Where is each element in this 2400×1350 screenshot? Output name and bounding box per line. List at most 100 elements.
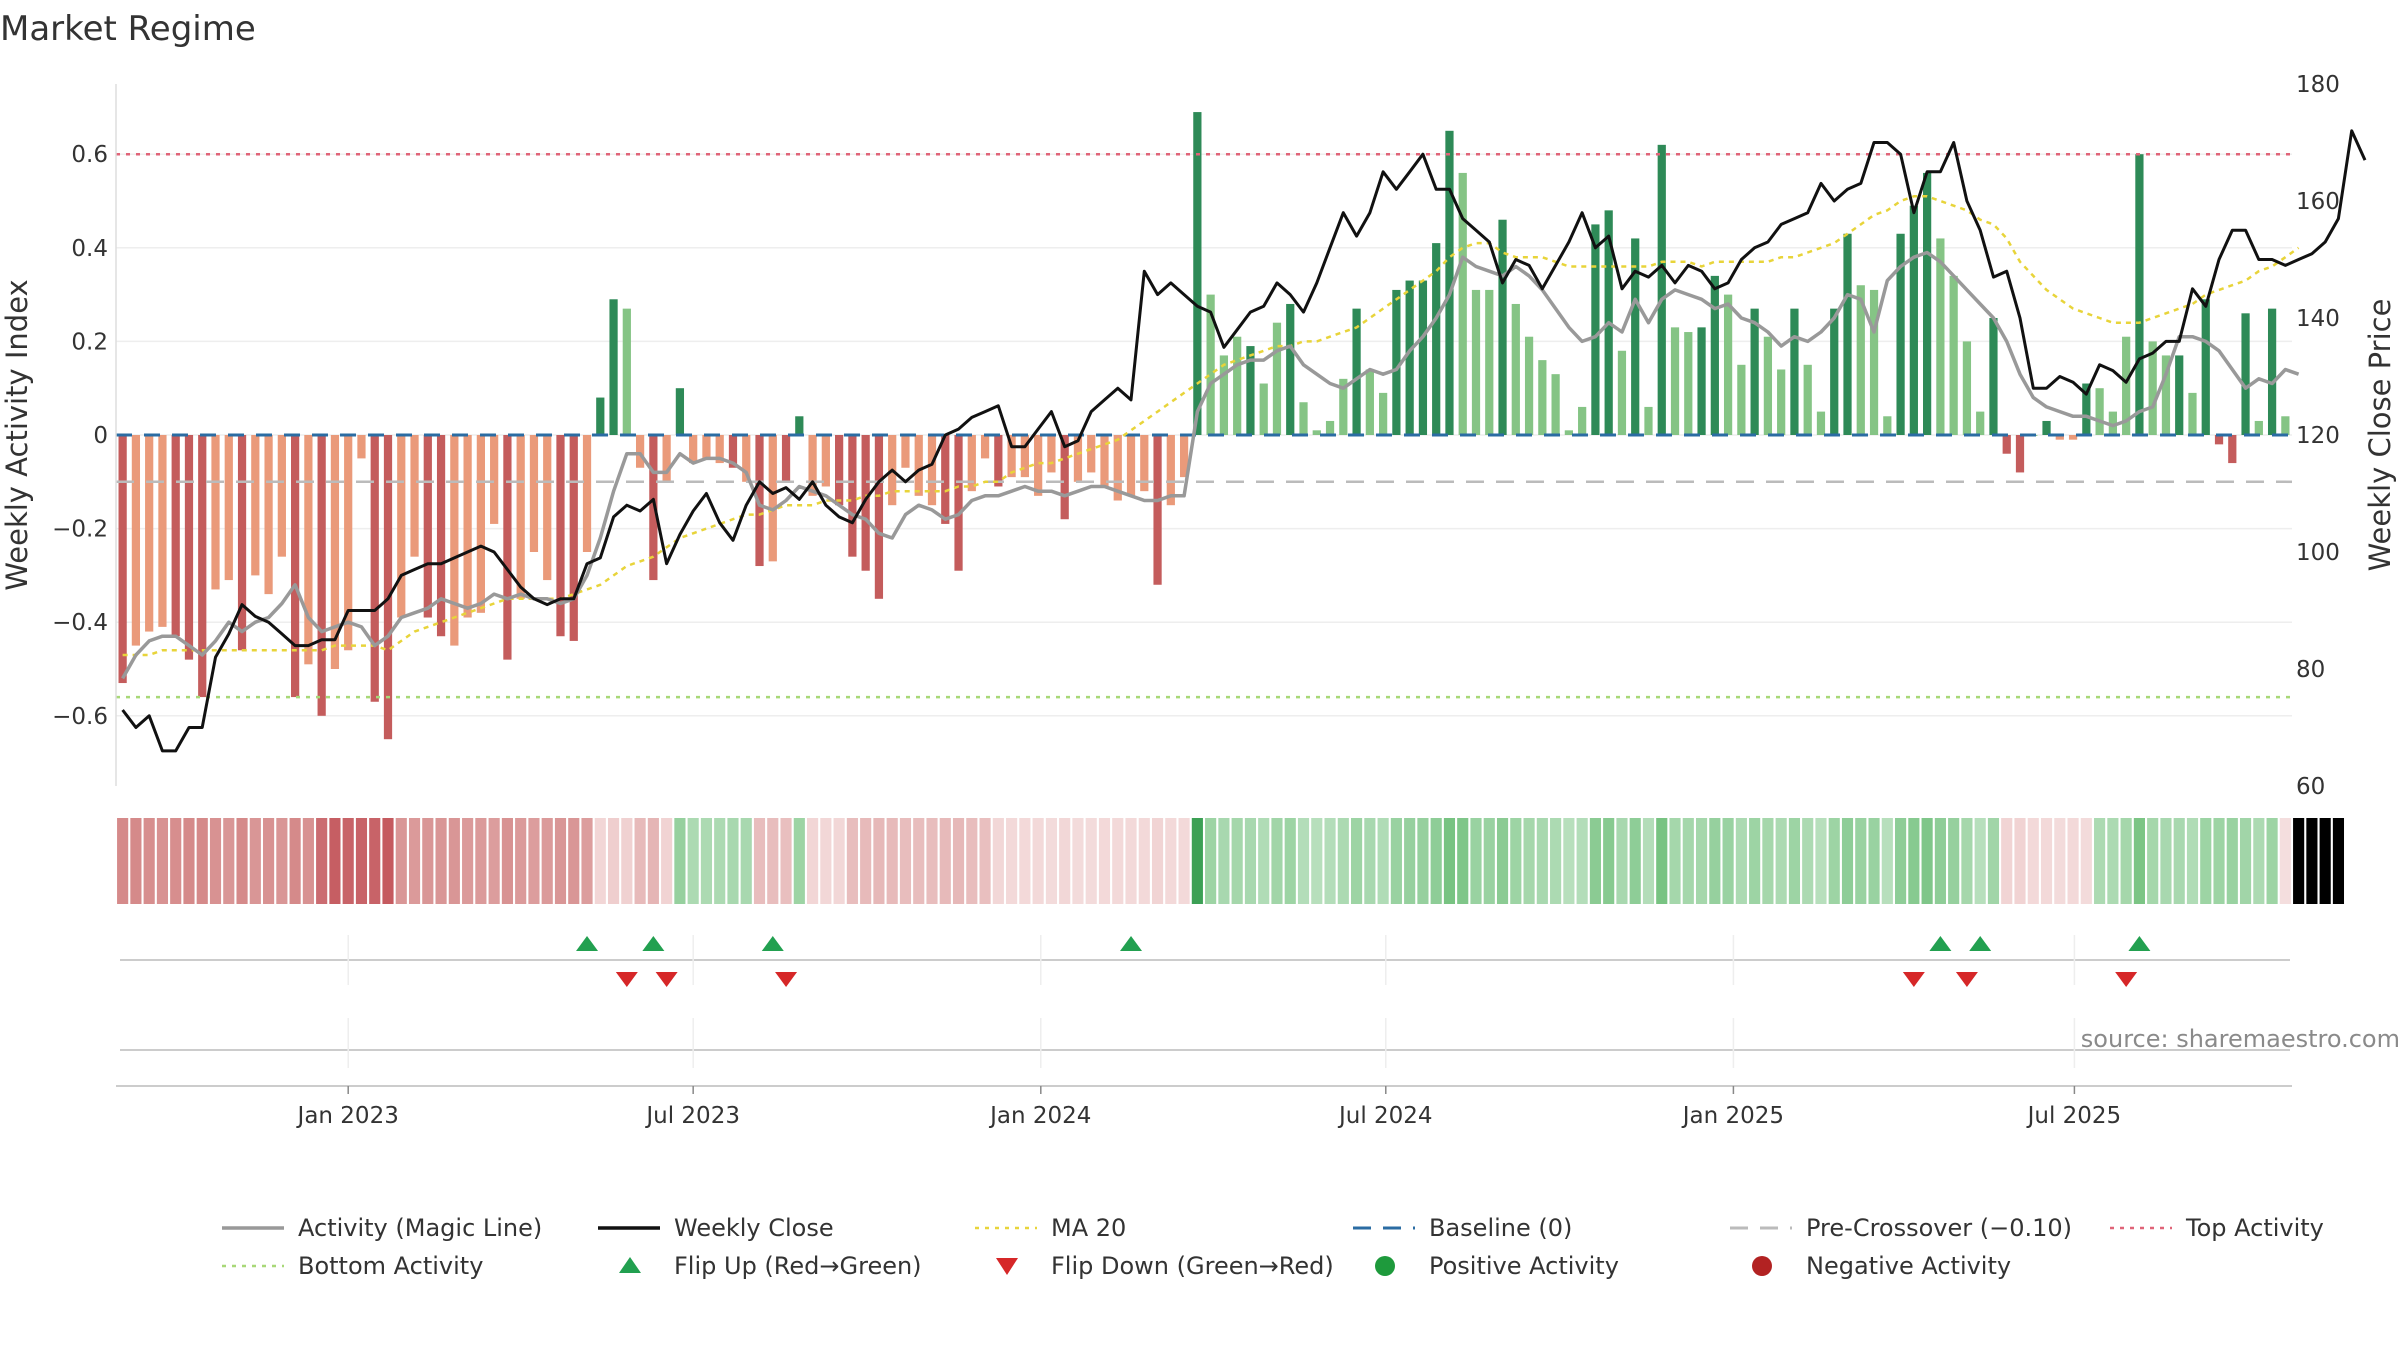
activity-bar [1949,275,1958,435]
regime-cell [1165,818,1177,904]
y2-tick-label: 60 [2296,774,2325,800]
regime-cell [1112,818,1124,904]
activity-bar [954,435,963,571]
regime-cell [1536,818,1548,904]
regime-cell [1019,818,1031,904]
activity-bar [808,435,817,496]
regime-cell [1682,818,1694,904]
regime-cell [926,818,938,904]
regime-cell [886,818,898,904]
activity-bar [715,435,724,464]
legend-item: Pre-Crossover (−0.10) [1730,1214,2072,1242]
x-tick-label: Jan 2025 [1681,1103,1784,1129]
regime-cell [1749,818,1761,904]
activity-bar [1551,374,1560,435]
regime-cell [661,818,673,904]
regime-cell [1483,818,1495,904]
activity-bar [1883,416,1892,435]
regime-cell [1337,818,1349,904]
activity-bar [1060,435,1069,520]
lower-panel [116,1049,2292,1087]
chart-title: Market Regime [0,9,256,49]
activity-bar [1856,285,1865,435]
regime-cell [1311,818,1323,904]
legend-item: Flip Down (Green→Red) [996,1252,1334,1280]
activity-bar [901,435,910,468]
regime-cell [2107,818,2119,904]
legend-label: Bottom Activity [298,1252,483,1280]
flip-up-marker [1969,936,1992,951]
regime-cell [1642,818,1655,904]
regime-cell [1417,818,1429,904]
activity-bar [503,435,512,660]
regime-cell [2266,818,2278,904]
activity-bar [1843,233,1852,435]
activity-bar [224,435,233,581]
activity-bar [781,435,791,482]
regime-cell [2213,818,2225,904]
activity-bar [1962,341,1972,435]
legend-item: Baseline (0) [1353,1214,1572,1242]
regime-cell [767,818,779,904]
activity-bar [2267,308,2277,435]
y2-tick-label: 160 [2296,189,2340,215]
activity-bar [1763,336,1773,435]
legend-label: Weekly Close [674,1214,834,1242]
series-lines [121,129,2367,753]
activity-bar [2002,435,2011,454]
regime-cell [422,818,434,904]
right-y-ticks: 60 80 100 120 140 160 180 [2296,72,2340,800]
activity-bar [1034,435,1043,496]
activity-bar [2122,336,2131,435]
regime-cell [515,818,527,904]
flip-down-marker [615,972,638,987]
activity-bar [728,435,738,468]
regime-cell [1802,818,1814,904]
activity-bar [2228,435,2237,464]
legend-label: Negative Activity [1806,1252,2011,1280]
x-tick-label: Jul 2024 [1337,1103,1433,1129]
y-tick-label: −0.6 [52,704,108,730]
activity-bar [1312,430,1321,435]
regime-cell [249,818,261,904]
regime-cell [1589,818,1601,904]
activity-bar [410,435,419,557]
regime-cell [820,818,832,904]
activity-bar [582,435,592,552]
activity-bar [1710,275,1719,435]
regime-cell [952,818,965,904]
flip-down-marker [1955,972,1978,987]
activity-bar [1989,318,1998,435]
regime-cell [554,818,567,904]
regime-cell [1457,818,1469,904]
regime-cell [528,818,540,904]
activity-bar [1803,364,1812,435]
regime-cell [913,818,925,904]
regime-cell [369,818,381,904]
activity-bar [2095,388,2104,435]
legend-swatch [1375,1256,1395,1276]
activity-bar [609,299,618,435]
activity-bar [1445,130,1454,436]
regime-cell [1881,818,1893,904]
x-tick-label: Jul 2023 [644,1103,740,1129]
activity-bar [1365,369,1374,435]
y2-tick-label: 100 [2296,540,2340,566]
y-axis-label: Weekly Activity Index [0,279,34,590]
activity-bar [1126,435,1136,496]
activity-bar [1352,308,1361,435]
regime-cell [2147,818,2159,904]
left-y-ticks: −0.6 −0.4 −0.2 0 0.2 0.4 0.6 [52,142,108,730]
regime-cell [1324,818,1336,904]
regime-cell [807,818,819,904]
regime-cell [1815,818,1827,904]
activity-bar [702,435,711,459]
activity-bar [171,435,180,637]
activity-bar [1233,336,1242,435]
activity-bar [1578,406,1587,435]
regime-cell [1788,818,1801,904]
regime-cell [1828,818,1840,904]
activity-bar [1379,392,1388,435]
regime-cell [1735,818,1747,904]
activity-bar [556,435,565,637]
